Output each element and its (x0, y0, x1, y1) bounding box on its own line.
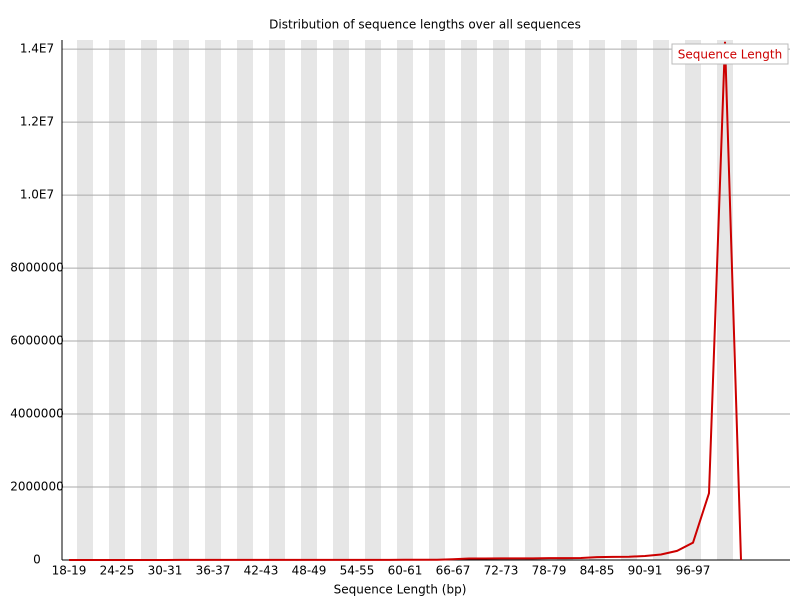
stripe (621, 40, 637, 560)
stripe (269, 40, 285, 560)
stripe (365, 40, 381, 560)
stripe (205, 40, 221, 560)
stripe (141, 40, 157, 560)
x-axis-label: Sequence Length (bp) (334, 583, 467, 597)
stripe (685, 40, 701, 560)
stripe (653, 40, 669, 560)
y-tick-label: 1.2E7 (20, 115, 54, 129)
x-tick-label: 84-85 (580, 564, 615, 578)
stripe (461, 40, 477, 560)
x-tick-label: 30-31 (148, 564, 183, 578)
line (69, 41, 742, 561)
stripes (77, 40, 733, 560)
stripe (493, 40, 509, 560)
x-tick-label: 18-19 (52, 564, 87, 578)
y-tick-label: 1.4E7 (20, 42, 54, 56)
x-tick-label: 96-97 (676, 564, 711, 578)
legend-box (671, 43, 789, 65)
x-tick-label: 60-61 (388, 564, 423, 578)
stripe (525, 40, 541, 560)
stripe (589, 40, 605, 560)
x-tick-label: 42-43 (244, 564, 279, 578)
stripe (557, 40, 573, 560)
y-tick-label: 6000000 (10, 334, 63, 348)
legend-label: Sequence Length (678, 48, 782, 62)
stripe (77, 40, 93, 560)
stripe (173, 40, 189, 560)
x-tick-label: 24-25 (100, 564, 135, 578)
x-tick-label: 36-37 (196, 564, 231, 578)
stripe (237, 40, 253, 560)
x-tick-label: 48-49 (292, 564, 327, 578)
stripe (397, 40, 413, 560)
y-tick-label: 4000000 (10, 407, 63, 421)
stripe (429, 40, 445, 560)
y-tick-label: 0 (33, 553, 41, 567)
y-tick-label: 2000000 (10, 480, 63, 494)
x-tick-label: 54-55 (340, 564, 375, 578)
stripe (301, 40, 317, 560)
x-tick-label: 66-67 (436, 564, 471, 578)
x-tick-label: 90-91 (628, 564, 663, 578)
y-tick-label: 8000000 (10, 261, 63, 275)
x-tick-label: 72-73 (484, 564, 519, 578)
chart-title: Distribution of sequence lengths over al… (269, 18, 581, 32)
x-tick-label: 78-79 (532, 564, 567, 578)
stripe (333, 40, 349, 560)
stripe (717, 40, 733, 560)
stripe (109, 40, 125, 560)
y-tick-label: 1.0E7 (20, 188, 54, 202)
